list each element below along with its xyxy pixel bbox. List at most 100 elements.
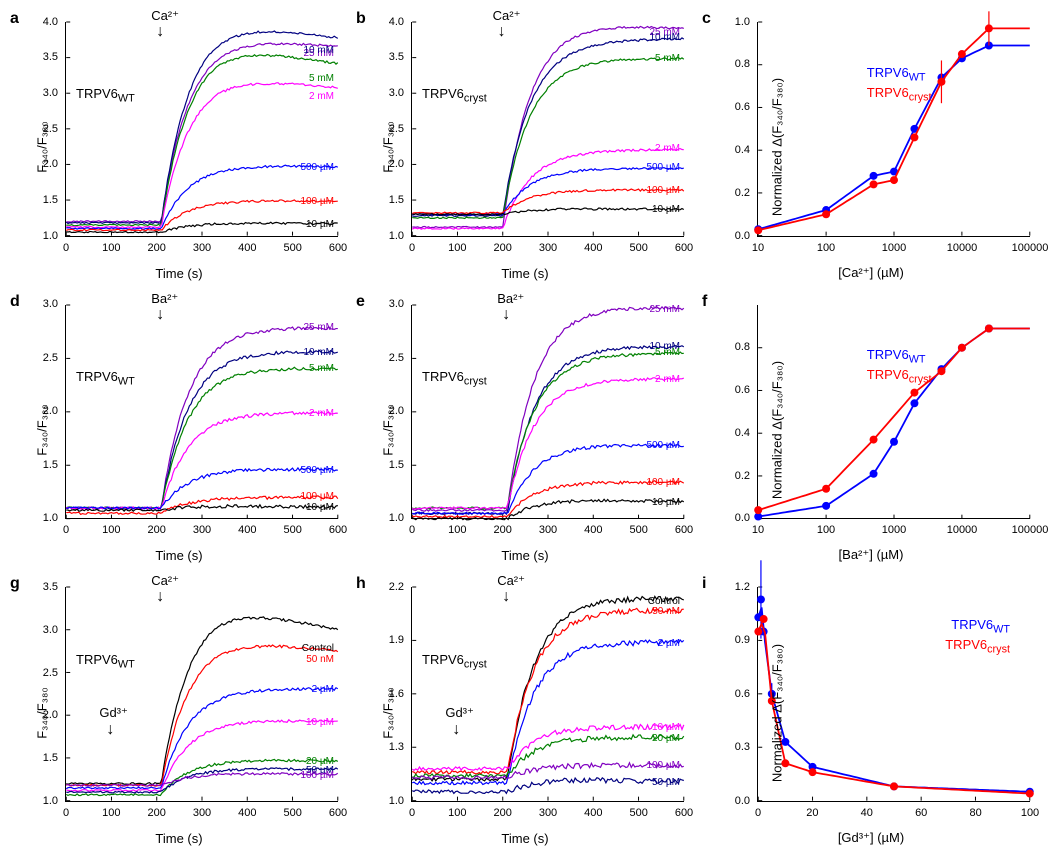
x-tick: 100 <box>448 242 466 254</box>
data-point <box>760 615 768 623</box>
y-tick: 1.9 <box>389 634 404 646</box>
y-tick: 3.0 <box>43 87 58 99</box>
plot-area: 01002003004005006001.01.52.02.53.025 mM1… <box>65 305 338 520</box>
data-point <box>910 399 918 407</box>
series-label: 10 µM <box>652 204 680 215</box>
x-tick: 300 <box>193 807 211 819</box>
panel-i: i0204060801000.00.30.60.91.2TRPV6WTTRPV6… <box>702 575 1040 850</box>
trace-2mM <box>412 149 684 230</box>
x-tick: 500 <box>629 524 647 536</box>
x-axis-label: Time (s) <box>155 831 202 846</box>
x-tick: 100 <box>448 524 466 536</box>
injection-arrow-icon: ↓ <box>502 307 510 323</box>
x-axis-label: Time (s) <box>501 548 548 563</box>
y-axis-label: Normalized Δ(F₃₄₀/F₃₈₀) <box>770 361 785 499</box>
panel-e: e01002003004005006001.01.52.02.53.025 mM… <box>356 293 694 568</box>
x-tick: 200 <box>147 524 165 536</box>
series-label: 5 mM <box>655 53 680 64</box>
data-point <box>890 783 898 791</box>
x-tick: 10 <box>752 524 764 536</box>
y-axis-label: F₃₄₀/F₃₈₀ <box>34 122 49 174</box>
plot-area: 101001000100001000000.00.20.40.60.8TRPV6… <box>757 305 1030 520</box>
trace-100µM <box>412 480 684 517</box>
x-tick: 400 <box>584 524 602 536</box>
variant-label: TRPV6cryst <box>422 86 487 105</box>
x-tick: 200 <box>147 242 165 254</box>
series-label: Control <box>648 596 680 607</box>
injection-arrow-icon: ↓ <box>156 589 164 605</box>
ion-label: Ca²⁺ <box>151 8 179 24</box>
data-point <box>958 50 966 58</box>
x-tick: 10000 <box>947 242 978 254</box>
y-axis-label: F₃₄₀/F₃₈₀ <box>380 687 395 739</box>
panel-letter: e <box>356 293 365 311</box>
data-point <box>890 437 898 445</box>
y-tick: 3.5 <box>389 51 404 63</box>
y-tick: 4.0 <box>43 16 58 28</box>
gd-arrow-icon: ↓ <box>452 722 460 738</box>
panel-letter: f <box>702 293 707 311</box>
x-tick: 200 <box>493 242 511 254</box>
y-tick: 0.9 <box>735 634 750 646</box>
variant-label: TRPV6cryst <box>422 369 487 388</box>
x-tick: 100 <box>448 807 466 819</box>
y-tick: 1.2 <box>735 581 750 593</box>
series-label: 10 µM <box>306 219 334 230</box>
y-tick: 1.0 <box>43 230 58 242</box>
y-axis-label: F₃₄₀/F₃₈₀ <box>34 404 49 456</box>
panel-letter: g <box>10 575 20 593</box>
variant-label: TRPV6WT <box>76 86 135 105</box>
plot-area: 01002003004005006001.01.52.02.53.03.54.0… <box>411 22 684 237</box>
x-tick: 400 <box>238 807 256 819</box>
x-tick: 300 <box>193 524 211 536</box>
x-tick: 200 <box>493 807 511 819</box>
x-tick: 0 <box>63 524 69 536</box>
legend-entry: TRPV6WT <box>951 617 1010 636</box>
trace-25mM <box>412 306 684 511</box>
y-tick: 4.0 <box>389 16 404 28</box>
x-tick: 500 <box>629 242 647 254</box>
x-tick: 100000 <box>1012 524 1049 536</box>
x-tick: 0 <box>409 524 415 536</box>
data-point <box>1026 790 1034 798</box>
gd-arrow-icon: ↓ <box>106 722 114 738</box>
y-tick: 1.0 <box>389 795 404 807</box>
series-label: 100 µM <box>646 760 680 771</box>
ion2-label: Gd³⁺ <box>99 705 128 721</box>
plot-area: 0204060801000.00.30.60.91.2TRPV6WTTRPV6c… <box>757 587 1030 802</box>
x-tick: 0 <box>409 242 415 254</box>
y-tick: 1.5 <box>43 752 58 764</box>
trace-25mM <box>66 43 338 222</box>
series-label: 5 mM <box>309 363 334 374</box>
data-point <box>870 180 878 188</box>
x-tick: 300 <box>193 242 211 254</box>
ion-label: Ca²⁺ <box>493 8 521 24</box>
series-label: 25 mM <box>303 322 334 333</box>
x-tick: 500 <box>283 242 301 254</box>
legend-entry: TRPV6cryst <box>945 637 1010 656</box>
x-tick: 10000 <box>947 524 978 536</box>
x-tick: 300 <box>539 242 557 254</box>
x-tick: 20 <box>806 807 818 819</box>
series-label: 100 µM <box>300 770 334 781</box>
series-label: 10 µM <box>306 502 334 513</box>
injection-arrow-icon: ↓ <box>502 589 510 605</box>
plot-area: 01002003004005006001.01.31.61.92.2Contro… <box>411 587 684 802</box>
ion2-label: Gd³⁺ <box>445 705 474 721</box>
x-tick: 0 <box>63 807 69 819</box>
panel-a: a01002003004005006001.01.52.02.53.03.54.… <box>10 10 348 285</box>
trace-50nM <box>412 609 684 775</box>
data-point <box>822 210 830 218</box>
y-axis-label: Normalized Δ(F₃₄₀/F₃₈₀) <box>770 644 785 782</box>
panel-letter: h <box>356 575 366 593</box>
trace-2mM <box>66 411 338 508</box>
panel-letter: c <box>702 10 711 28</box>
series-label: 2 mM <box>309 91 334 102</box>
y-tick: 3.0 <box>389 298 404 310</box>
series-label: 5 mM <box>655 347 680 358</box>
data-point <box>870 172 878 180</box>
y-tick: 1.0 <box>389 512 404 524</box>
series-label: 10 µM <box>652 497 680 508</box>
trace-Control <box>412 597 684 782</box>
x-tick: 200 <box>493 524 511 536</box>
